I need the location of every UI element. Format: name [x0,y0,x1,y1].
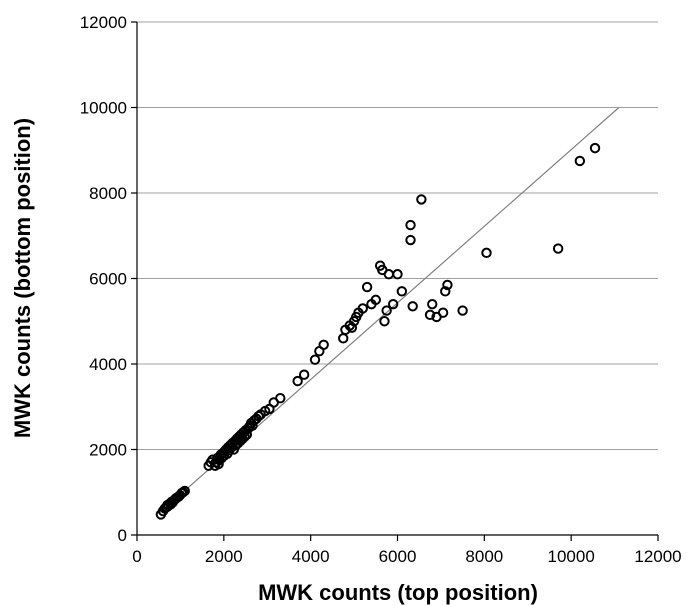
data-point [379,316,390,327]
data-point [574,155,586,167]
y-tick-label: 2000 [89,441,127,460]
data-point [589,142,601,154]
data-point [427,298,438,310]
y-tick-label: 10000 [80,99,127,118]
x-tick-label: 10000 [548,547,595,566]
data-point [481,247,492,259]
data-point [346,322,358,333]
x-tick-label: 12000 [634,547,681,566]
data-point [381,305,392,316]
data-point [298,369,310,380]
data-point [309,354,321,365]
x-axis-title: MWK counts (top position) [258,580,538,605]
data-point [407,301,418,312]
data-point [318,339,329,350]
tick-labels: 0 2000 4000 6000 8000 10000 12000 0 2000 4000 6000… [80,13,682,566]
data-point [357,303,368,314]
data-point [392,269,403,280]
data-point [239,431,250,442]
y-tick-label: 0 [118,526,127,545]
data-point [275,393,286,404]
data-point [416,194,427,205]
data-point [292,375,303,387]
data-point [457,305,468,316]
y-tick-label: 4000 [89,355,127,374]
axes [131,21,659,541]
data-point [387,298,399,310]
x-tick-label: 4000 [292,547,330,566]
y-tick-label: 8000 [89,184,127,203]
data-point [437,307,449,318]
data-point [253,410,264,422]
x-tick-label: 8000 [465,547,503,566]
data-point [405,219,416,231]
x-tick-label: 2000 [205,547,243,566]
x-tick-label: 0 [132,547,141,566]
data-points [155,142,601,520]
data-point [552,243,564,254]
data-point [179,485,190,497]
y-axis-title: MWK counts (bottom position) [10,118,35,438]
y-tick-label: 12000 [80,13,127,32]
data-point [361,281,373,293]
data-point [396,286,408,297]
data-point [424,309,436,321]
data-point [442,279,453,291]
data-point [405,234,416,246]
data-point [241,429,253,440]
data-point [440,286,451,297]
x-tick-label: 6000 [379,547,417,566]
y-tick-label: 6000 [89,270,127,289]
data-point [370,294,381,306]
